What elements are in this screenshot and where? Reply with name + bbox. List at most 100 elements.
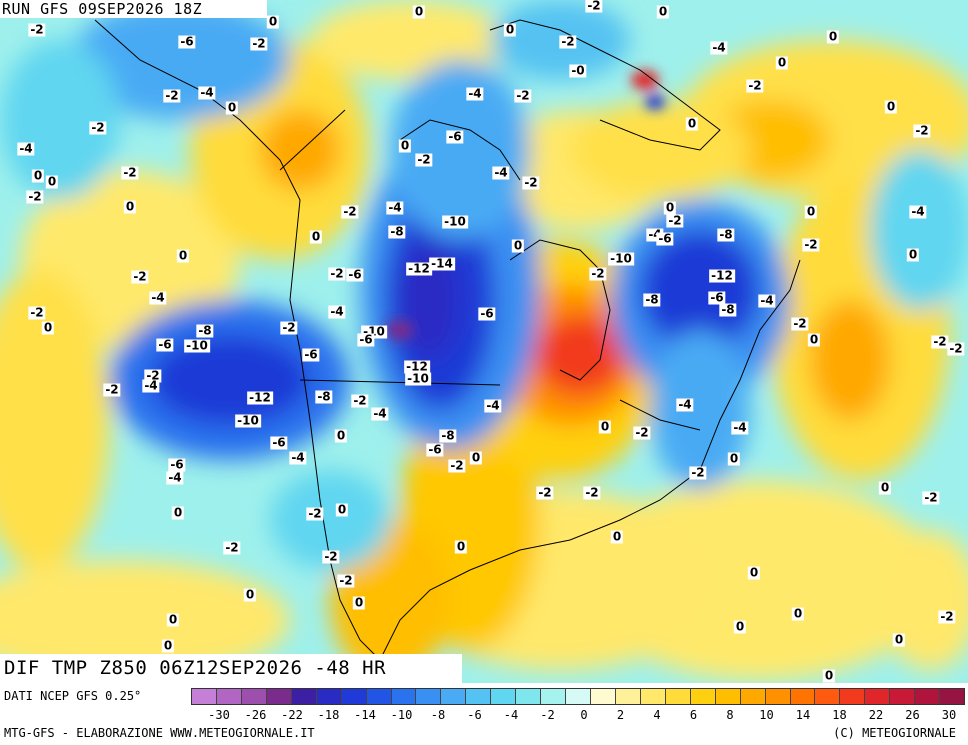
contour-label: -12 bbox=[406, 261, 432, 276]
colorbar-tick-label: -26 bbox=[244, 708, 267, 722]
colorbar-tick-label: 18 bbox=[832, 708, 847, 722]
contour-label: -6 bbox=[708, 290, 726, 305]
contour-label: -2 bbox=[337, 573, 355, 588]
colorbar-swatch bbox=[591, 689, 616, 704]
contour-label: -2 bbox=[26, 189, 44, 204]
colorbar-swatch bbox=[940, 689, 965, 704]
run-header: RUN GFS 09SEP2026 18Z bbox=[0, 0, 267, 18]
contour-label: -2 bbox=[131, 269, 149, 284]
colorbar-swatch bbox=[740, 689, 766, 704]
contour-label: -2 bbox=[689, 465, 707, 480]
contour-label: 0 bbox=[511, 238, 525, 253]
contour-label: -4 bbox=[386, 200, 404, 215]
contour-label: -4 bbox=[710, 40, 728, 55]
contour-label: -0 bbox=[569, 63, 587, 78]
contour-label: -2 bbox=[633, 425, 651, 440]
contour-label: -4 bbox=[17, 141, 35, 156]
contour-label: 0 bbox=[733, 619, 747, 634]
contour-label: 0 bbox=[822, 668, 836, 683]
colorbar-swatch bbox=[416, 689, 442, 704]
contour-label: 0 bbox=[826, 29, 840, 44]
contour-label: -8 bbox=[719, 302, 737, 317]
colorbar-swatch bbox=[516, 689, 542, 704]
colorbar-swatch bbox=[341, 689, 367, 704]
contour-label: -8 bbox=[315, 389, 333, 404]
colorbar-tick-label: -14 bbox=[354, 708, 376, 722]
contour-label: -4 bbox=[758, 293, 776, 308]
contour-label: -4 bbox=[328, 304, 346, 319]
colorbar-swatch bbox=[266, 689, 292, 704]
contour-label: 0 bbox=[243, 587, 257, 602]
contour-label: -2 bbox=[922, 490, 940, 505]
contour-label: -8 bbox=[643, 292, 661, 307]
contour-label: 0 bbox=[892, 632, 906, 647]
colorbar-swatch bbox=[765, 689, 791, 704]
contour-label: 0 bbox=[791, 606, 805, 621]
contour-label: 0 bbox=[503, 22, 517, 37]
contour-label: -2 bbox=[163, 88, 181, 103]
contour-label: -10 bbox=[184, 338, 210, 353]
contour-label: 0 bbox=[656, 4, 670, 19]
contour-label: 0 bbox=[41, 320, 55, 335]
colorbar-tick-label: -18 bbox=[317, 708, 340, 722]
colorbar-swatch bbox=[441, 689, 467, 704]
colorbar-tick-label: 4 bbox=[653, 708, 661, 722]
contour-label: -10 bbox=[235, 413, 261, 428]
colorbar-swatch bbox=[715, 689, 741, 704]
contour-label: -4 bbox=[289, 450, 307, 465]
contour-label: 0 bbox=[469, 450, 483, 465]
contour-label: -4 bbox=[198, 85, 216, 100]
contour-label: -2 bbox=[351, 393, 369, 408]
colorbar-tick-label: -22 bbox=[281, 708, 303, 722]
colorbar-swatch bbox=[790, 689, 816, 704]
contour-label: -2 bbox=[746, 78, 764, 93]
contour-label: 0 bbox=[610, 529, 624, 544]
contour-label: -4 bbox=[909, 204, 927, 219]
contour-label: -2 bbox=[28, 305, 46, 320]
contour-label: -8 bbox=[439, 428, 457, 443]
colorbar-swatch bbox=[640, 689, 666, 704]
contour-label: 0 bbox=[884, 99, 898, 114]
contour-label: 0 bbox=[45, 174, 59, 189]
colorbar-tick-label: 2 bbox=[616, 708, 625, 722]
contour-label: -6 bbox=[178, 34, 196, 49]
colorbar-swatch bbox=[840, 689, 866, 704]
contour-label: -4 bbox=[142, 378, 160, 393]
colorbar-swatch bbox=[491, 689, 517, 704]
colorbar-tick-label: 6 bbox=[689, 708, 698, 722]
colorbar-swatch bbox=[865, 689, 891, 704]
contour-label: -2 bbox=[415, 152, 433, 167]
contour-label: -2 bbox=[223, 540, 241, 555]
contour-label: 0 bbox=[171, 505, 185, 520]
contour-label: -2 bbox=[666, 213, 684, 228]
contour-label: -2 bbox=[103, 382, 121, 397]
contour-label: 0 bbox=[663, 200, 677, 215]
credit-right: (C) METEOGIORNALE bbox=[833, 726, 956, 740]
colorbar-tick-label: 8 bbox=[726, 708, 734, 722]
colorbar-tick-label: 26 bbox=[905, 708, 920, 722]
contour-label: -2 bbox=[802, 237, 820, 252]
colorbar-swatch bbox=[216, 689, 242, 704]
colorbar-swatch bbox=[466, 689, 492, 704]
contour-label: -4 bbox=[166, 470, 184, 485]
contour-label: -2 bbox=[514, 88, 532, 103]
contour-label: -6 bbox=[426, 442, 444, 457]
contour-label: 0 bbox=[225, 100, 239, 115]
contour-label: -4 bbox=[371, 406, 389, 421]
colorbar-ticks: -30 -26 -22 -18 -14 -10 -8 -6 -4 -2 0 2 4 6 8 10 14 18 22 2… bbox=[191, 708, 965, 722]
colorbar-swatch bbox=[241, 689, 267, 704]
contour-label: 0 bbox=[335, 502, 349, 517]
colorbar-swatch bbox=[192, 689, 217, 704]
colorbar-tick-label: -30 bbox=[208, 708, 230, 722]
contour-label: -12 bbox=[247, 390, 273, 405]
contour-label: -2 bbox=[791, 316, 809, 331]
temperature-anomaly-map bbox=[0, 0, 968, 683]
contour-label: 0 bbox=[775, 55, 789, 70]
contour-label: 0 bbox=[352, 595, 366, 610]
map-title: DIF TMP Z850 06Z12SEP2026 -48 HR bbox=[0, 654, 462, 683]
colorbar-tick-label: 30 bbox=[941, 708, 957, 722]
contour-label: -4 bbox=[149, 290, 167, 305]
contour-label: -6 bbox=[168, 457, 186, 472]
contour-label: 0 bbox=[878, 480, 892, 495]
contour-label: -4 bbox=[731, 420, 749, 435]
